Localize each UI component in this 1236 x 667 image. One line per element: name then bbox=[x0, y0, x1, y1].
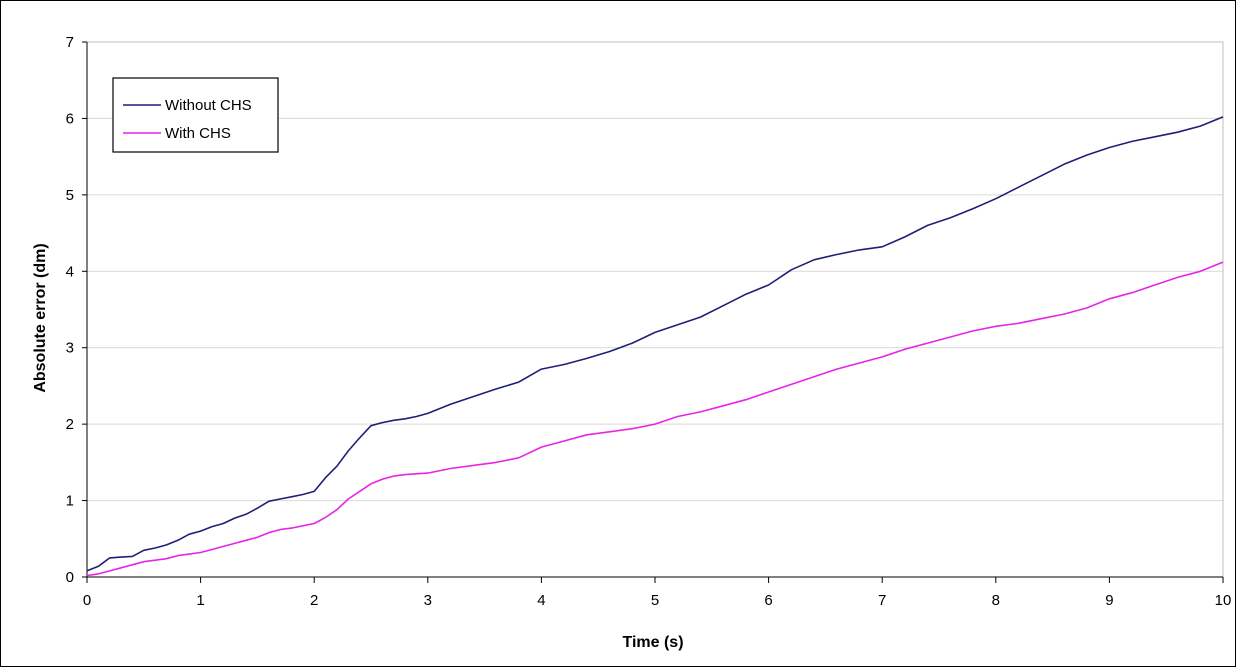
legend-label-with-chs: With CHS bbox=[165, 125, 231, 142]
x-tick-label-0: 0 bbox=[83, 592, 91, 609]
y-tick-label-5: 5 bbox=[66, 187, 74, 204]
series-line-with-chs bbox=[86, 261, 1224, 577]
x-tick-label-7: 7 bbox=[878, 592, 886, 609]
y-tick-label-1: 1 bbox=[66, 493, 74, 510]
x-tick-label-2: 2 bbox=[310, 592, 318, 609]
tick-labels: 0 1 2 3 4 5 6 7 0 1 2 3 4 5 6 7 8 9 10 bbox=[66, 34, 1232, 609]
y-tick-label-2: 2 bbox=[66, 416, 74, 433]
x-tick-label-8: 8 bbox=[992, 592, 1000, 609]
y-tick-label-4: 4 bbox=[66, 263, 74, 280]
y-tick-label-0: 0 bbox=[66, 569, 74, 586]
axes bbox=[82, 41, 1224, 583]
x-axis-title: Time (s) bbox=[622, 634, 683, 651]
y-tick-label-7: 7 bbox=[66, 34, 74, 51]
x-tick-label-3: 3 bbox=[424, 592, 432, 609]
legend-box bbox=[112, 77, 279, 153]
legend: Without CHS With CHS bbox=[112, 77, 279, 153]
series-lines bbox=[86, 116, 1224, 577]
y-axis-title: Absolute error (dm) bbox=[32, 243, 49, 392]
y-tick-label-6: 6 bbox=[66, 110, 74, 127]
x-tick-label-5: 5 bbox=[651, 592, 659, 609]
y-tick-label-3: 3 bbox=[66, 340, 74, 357]
x-tick-label-6: 6 bbox=[764, 592, 772, 609]
x-tick-label-9: 9 bbox=[1105, 592, 1113, 609]
legend-label-without-chs: Without CHS bbox=[165, 97, 252, 114]
x-tick-label-1: 1 bbox=[196, 592, 204, 609]
x-tick-label-10: 10 bbox=[1215, 592, 1232, 609]
series-line-without-chs bbox=[86, 116, 1224, 572]
x-tick-label-4: 4 bbox=[537, 592, 545, 609]
